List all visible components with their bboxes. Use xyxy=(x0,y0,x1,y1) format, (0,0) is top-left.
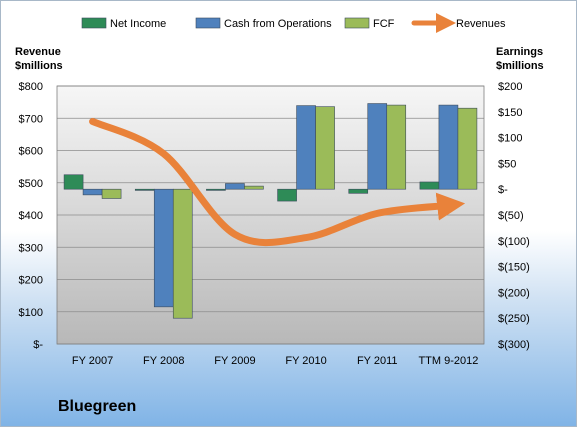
right-axis-title: Earnings $millions xyxy=(496,46,544,72)
legend-label: Cash from Operations xyxy=(224,18,332,30)
left-tick-label: $700 xyxy=(19,113,43,125)
legend-label: Net Income xyxy=(110,18,166,30)
bar-net-income xyxy=(419,181,440,190)
right-tick-label: $(250) xyxy=(498,313,530,325)
legend-swatch-net-income xyxy=(81,17,107,29)
plot-border xyxy=(56,85,485,345)
right-tick-label: $200 xyxy=(498,81,522,93)
left-tick-label: $100 xyxy=(19,307,43,319)
left-tick-label: $500 xyxy=(19,178,43,190)
category-label: FY 2011 xyxy=(357,355,398,367)
bar-fcf xyxy=(244,185,264,190)
right-tick-label: $150 xyxy=(498,107,522,119)
right-tick-label: $(50) xyxy=(498,210,524,222)
bar-net-income xyxy=(277,188,297,202)
category-label: FY 2008 xyxy=(143,355,184,367)
bar-net-income xyxy=(63,174,84,190)
left-tick-label: $400 xyxy=(19,210,43,222)
bar-cash-from-operations xyxy=(438,104,459,190)
plot-area: $800 $700 $600 $500 $400 $300 $200 $100 $- $200 $1… xyxy=(19,81,530,367)
left-tick-label: $200 xyxy=(19,275,43,287)
right-tick-label: $(300) xyxy=(498,339,530,351)
left-tick-label: $600 xyxy=(19,146,43,158)
bar-net-income xyxy=(348,188,369,194)
legend: Net Income Cash from Operations FCF Revenue… xyxy=(81,13,506,33)
bar-cash-from-operations xyxy=(296,105,316,190)
bar-cash-from-operations xyxy=(82,188,103,196)
bar-cash-from-operations xyxy=(225,183,245,190)
bar-fcf xyxy=(315,106,335,190)
company-name: Bluegreen xyxy=(58,398,137,415)
left-axis-title: Revenue $millions xyxy=(15,46,63,72)
legend-label: Revenues xyxy=(456,18,506,30)
legend-swatch-cash-from-operations xyxy=(195,17,221,29)
bar-fcf xyxy=(457,107,478,190)
legend-swatch-fcf xyxy=(344,17,370,29)
bar-fcf xyxy=(101,188,122,199)
right-tick-label: $(150) xyxy=(498,262,530,274)
bar-fcf xyxy=(172,188,193,319)
category-label: TTM 9-2012 xyxy=(418,355,478,367)
right-tick-label: $- xyxy=(498,184,508,196)
category-label: FY 2009 xyxy=(214,355,255,367)
category-label: FY 2010 xyxy=(285,355,326,367)
bar-fcf xyxy=(386,104,407,190)
bar-cash-from-operations xyxy=(153,188,174,308)
bar-net-income xyxy=(206,188,226,191)
bar-cash-from-operations xyxy=(367,103,388,190)
category-label: FY 2007 xyxy=(72,355,113,367)
right-tick-label: $50 xyxy=(498,158,516,170)
legend-label: FCF xyxy=(373,18,395,30)
left-tick-label: $300 xyxy=(19,242,43,254)
left-tick-label: $- xyxy=(33,339,43,351)
bar-net-income xyxy=(134,188,155,191)
right-tick-label: $100 xyxy=(498,133,522,145)
left-tick-label: $800 xyxy=(19,81,43,93)
right-tick-label: $(100) xyxy=(498,236,530,248)
right-tick-label: $(200) xyxy=(498,287,530,299)
revenues-line xyxy=(89,117,466,247)
